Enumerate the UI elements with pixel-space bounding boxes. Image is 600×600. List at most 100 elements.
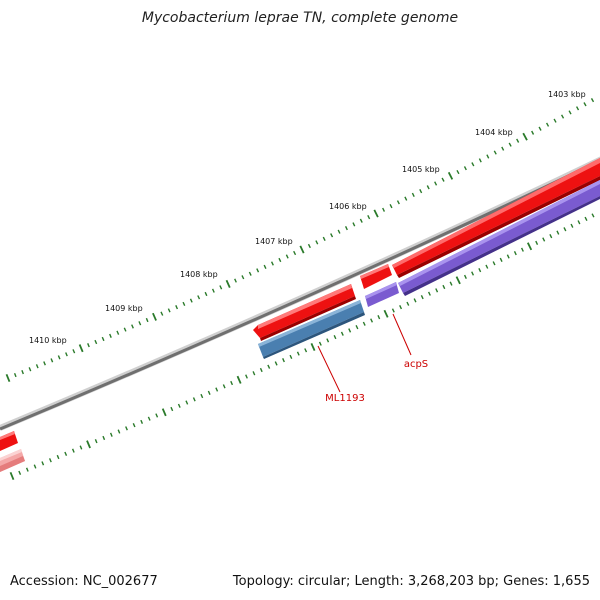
ruler-minor-tick xyxy=(370,318,374,323)
ruler-minor-tick xyxy=(478,158,482,163)
accession-text: Accession: NC_002677 xyxy=(10,574,158,589)
ruler-minor-tick xyxy=(542,237,546,242)
genome-backbone xyxy=(0,156,600,431)
ruler-minor-tick xyxy=(413,298,417,303)
ruler-minor-tick xyxy=(289,354,293,359)
ruler-minor-tick xyxy=(355,325,359,330)
ruler-labels: 1403 kbp 1404 kbp 1405 kbp 1406 kbp 1407… xyxy=(29,90,586,345)
ruler-minor-tick xyxy=(508,142,512,147)
ruler-label: 1406 kbp xyxy=(329,202,367,211)
ruler-minor-tick xyxy=(175,305,179,310)
ruler-minor-tick xyxy=(492,261,496,266)
ruler-minor-tick xyxy=(471,162,475,167)
ruler-minor-tick xyxy=(531,130,535,135)
ruler-minor-tick xyxy=(117,429,121,434)
cds-feature-ml1193[interactable] xyxy=(258,300,365,359)
gene-feature-right[interactable] xyxy=(392,158,600,278)
ruler-minor-tick xyxy=(340,331,344,336)
ruler-minor-tick xyxy=(282,358,285,363)
inner-ruler-ticks xyxy=(9,213,595,481)
ruler-minor-tick xyxy=(584,216,588,222)
ruler-minor-tick xyxy=(167,308,171,313)
ruler-minor-tick xyxy=(48,458,52,463)
ruler-minor-tick xyxy=(556,230,560,235)
ruler-minor-tick xyxy=(219,285,223,290)
gene-feature-ml1193[interactable] xyxy=(253,284,356,341)
ruler-minor-tick xyxy=(411,192,415,198)
ruler-minor-tick xyxy=(263,264,267,269)
ruler-minor-tick xyxy=(274,361,278,366)
ruler-minor-tick xyxy=(583,102,587,107)
ruler-minor-tick xyxy=(109,432,113,437)
ruler-major-tick xyxy=(78,344,84,353)
ruler-minor-tick xyxy=(13,372,17,378)
gene-label-acps[interactable]: acpS xyxy=(404,359,428,370)
cds-feature-left-edge[interactable] xyxy=(0,449,25,472)
ruler-minor-tick xyxy=(131,324,134,329)
ruler-minor-tick xyxy=(18,470,22,475)
ruler-minor-tick xyxy=(270,261,274,266)
ruler-minor-tick xyxy=(267,364,271,369)
ruler-minor-tick xyxy=(382,207,386,212)
ruler-minor-tick xyxy=(330,233,334,238)
ruler-major-tick xyxy=(373,209,379,218)
ruler-label: 1404 kbp xyxy=(475,128,513,137)
ruler-minor-tick xyxy=(138,321,142,326)
ruler-minor-tick xyxy=(520,247,524,252)
ruler-minor-tick xyxy=(155,413,159,418)
gene-feature-left-edge[interactable] xyxy=(0,431,18,451)
gene-label-ml1193[interactable]: ML1193 xyxy=(325,393,365,404)
ruler-minor-tick xyxy=(177,403,181,408)
cds-feature-right[interactable] xyxy=(398,180,600,296)
ruler-minor-tick xyxy=(563,227,567,232)
ruler-minor-tick xyxy=(535,240,539,245)
ruler-minor-tick xyxy=(94,339,98,345)
ruler-minor-tick xyxy=(560,114,565,119)
ruler-minor-tick xyxy=(132,423,136,428)
ruler-major-tick xyxy=(310,343,316,351)
ruler-major-tick xyxy=(161,408,167,417)
cds-feature-acps[interactable] xyxy=(365,282,399,307)
ruler-minor-tick xyxy=(367,214,371,220)
ruler-minor-tick xyxy=(307,243,311,249)
ruler-minor-tick xyxy=(64,451,68,456)
ruler-major-tick xyxy=(5,373,11,383)
ruler-minor-tick xyxy=(215,387,219,392)
ruler-minor-tick xyxy=(28,367,32,372)
ruler-minor-tick xyxy=(230,380,234,386)
ruler-minor-tick xyxy=(506,254,510,259)
ruler-major-tick xyxy=(225,279,231,288)
ruler-label: 1405 kbp xyxy=(402,165,440,174)
ruler-minor-tick xyxy=(434,181,438,186)
ruler-minor-tick xyxy=(399,305,403,310)
ruler-minor-tick xyxy=(359,218,363,223)
ruler-minor-tick xyxy=(344,226,348,231)
ruler-minor-tick xyxy=(333,335,337,340)
ruler-minor-tick xyxy=(315,240,319,245)
ruler-minor-tick xyxy=(101,336,105,342)
ruler-major-tick xyxy=(9,471,15,481)
ruler-minor-tick xyxy=(463,274,467,279)
ruler-minor-tick xyxy=(79,445,83,450)
gene-feature-acps[interactable] xyxy=(360,264,392,289)
ruler-minor-tick xyxy=(256,268,260,273)
ruler-minor-tick xyxy=(337,229,341,234)
ruler-minor-tick xyxy=(21,370,24,375)
ruler-minor-tick xyxy=(362,321,366,326)
ruler-minor-tick xyxy=(326,338,330,343)
ruler-minor-tick xyxy=(245,374,248,379)
ruler-minor-tick xyxy=(538,126,542,131)
ruler-minor-tick xyxy=(160,311,164,316)
ruler-minor-tick xyxy=(65,352,68,357)
ruler-minor-tick xyxy=(463,166,467,171)
ruler-minor-tick xyxy=(170,406,174,412)
ruler-minor-tick xyxy=(471,271,475,276)
ruler-major-tick xyxy=(447,171,454,180)
ruler-major-tick xyxy=(86,440,91,449)
ruler-minor-tick xyxy=(377,315,381,320)
ruler-major-tick xyxy=(299,245,305,254)
ruler-minor-tick xyxy=(189,298,193,303)
ruler-minor-tick xyxy=(318,341,322,346)
ruler-minor-tick xyxy=(545,122,550,127)
